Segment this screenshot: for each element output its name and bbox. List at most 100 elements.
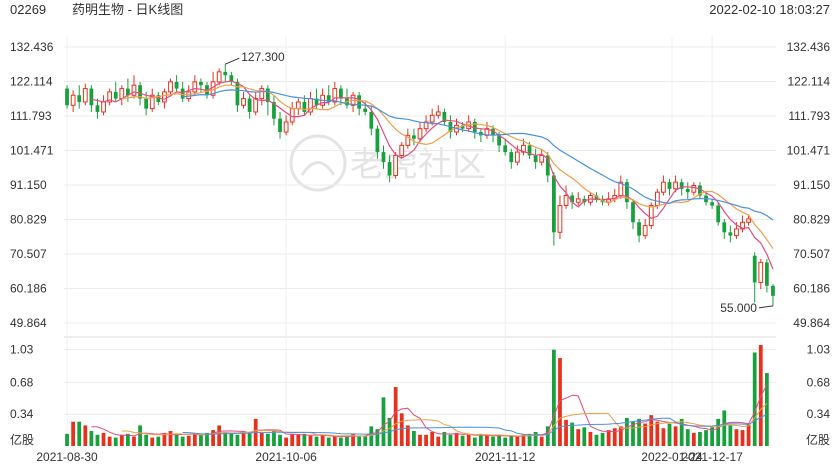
candle-body: [101, 101, 106, 113]
volume-bar: [752, 352, 757, 446]
price-tick-label: 132.436: [10, 40, 54, 54]
volume-tick-label: 0.68: [10, 375, 34, 389]
candle-body: [606, 198, 612, 203]
candle-body: [527, 145, 532, 156]
volume-bar: [65, 433, 69, 446]
candle-body: [95, 105, 100, 112]
candle-body: [272, 101, 276, 119]
volume-bar: [235, 434, 240, 446]
candle-body: [82, 88, 88, 103]
volume-bar: [357, 436, 362, 446]
volume-bar: [460, 435, 465, 446]
volume-bar: [509, 435, 514, 446]
candle-body: [722, 222, 727, 233]
price-tick-label: 91.150: [10, 178, 47, 192]
candle-body: [363, 108, 368, 112]
candle-body: [734, 228, 739, 237]
price-tick-label: 91.150: [793, 178, 830, 192]
candle-body: [551, 175, 556, 233]
candle-body: [326, 95, 331, 102]
volume-bar: [296, 434, 301, 446]
candle-body: [199, 81, 203, 86]
volume-bar: [211, 430, 215, 446]
volume-bar: [545, 426, 550, 446]
candle-body: [435, 111, 441, 116]
candle-body: [283, 121, 289, 133]
volume-bar: [375, 429, 380, 446]
candle-body: [575, 198, 581, 203]
volume-bar: [588, 431, 593, 446]
volume-axis-left: 1.03 0.68 0.34 亿股: [10, 343, 34, 447]
volume-bar: [728, 425, 733, 446]
volume-bar: [205, 432, 209, 446]
candle-body: [168, 81, 173, 93]
candle-body: [497, 135, 501, 146]
volume-bar: [612, 428, 617, 446]
candle-body: [259, 88, 265, 100]
volume-ma5-line: [91, 384, 768, 438]
price-axis-left: 132.436 122.114 111.793 101.471 91.150 80.829…: [10, 40, 54, 330]
candle-body: [131, 84, 137, 96]
candle-body: [679, 182, 684, 189]
candle-body: [149, 94, 155, 110]
candle-body: [557, 205, 563, 233]
price-tick-label: 122.114: [788, 75, 831, 89]
volume-bar: [527, 433, 532, 446]
volume-bar: [710, 427, 714, 446]
volume-bar: [144, 434, 149, 446]
volume-bar: [217, 425, 222, 446]
candle-body: [332, 88, 338, 103]
date-tick-label: 2021-10-06: [255, 450, 317, 464]
candle-body: [107, 91, 113, 103]
volume-bar: [199, 434, 203, 446]
candle-body: [278, 118, 282, 133]
volume-bar: [655, 421, 660, 446]
price-tick-label: 60.186: [793, 282, 830, 296]
candle-body: [625, 182, 629, 203]
candle-body: [728, 232, 733, 236]
candle-body: [174, 81, 179, 89]
annotations: 127.300 55.000: [225, 50, 774, 315]
price-axis-right: 132.436 122.114 111.793 101.471 91.150 80.829…: [787, 40, 831, 330]
candle-body: [295, 101, 301, 110]
volume-bar: [716, 418, 721, 446]
candle-body: [126, 88, 130, 96]
stock-code: 02269: [10, 2, 46, 17]
volume-bar: [113, 437, 118, 446]
candle-body: [752, 255, 757, 283]
volume-bar: [454, 432, 459, 446]
date-tick-label: 2021-08-30: [36, 450, 98, 464]
candle-body: [399, 144, 405, 156]
candle-body: [339, 88, 343, 99]
volume-bar: [174, 434, 179, 446]
volume-bar: [150, 437, 155, 446]
volume-bar: [101, 432, 106, 446]
volume-bar: [278, 434, 282, 446]
candle-body: [89, 88, 94, 106]
volume-bar: [570, 422, 575, 446]
candle-body: [631, 202, 635, 223]
volume-bar: [643, 423, 648, 446]
moving-average-lines: [91, 80, 774, 270]
candle-body: [503, 145, 508, 153]
volume-ma10-line: [121, 403, 768, 437]
volume-bar: [649, 415, 654, 446]
volume-bar: [472, 437, 477, 446]
volume-bar: [369, 426, 374, 446]
candle-body: [423, 121, 429, 130]
volume-bars: [65, 345, 769, 446]
candle-body: [65, 88, 69, 106]
price-tick-label: 70.507: [793, 247, 830, 261]
candle-body: [740, 221, 745, 230]
volume-tick-label: 0.34: [10, 407, 34, 421]
ma20-line: [182, 89, 774, 221]
volume-bar: [83, 425, 88, 446]
volume-bar: [393, 387, 398, 446]
max-pointer: [225, 57, 240, 65]
volume-bar: [491, 436, 495, 446]
volume-bar: [71, 421, 76, 446]
candle-body: [509, 152, 514, 163]
volume-bar: [320, 434, 325, 446]
volume-bar: [539, 436, 544, 446]
